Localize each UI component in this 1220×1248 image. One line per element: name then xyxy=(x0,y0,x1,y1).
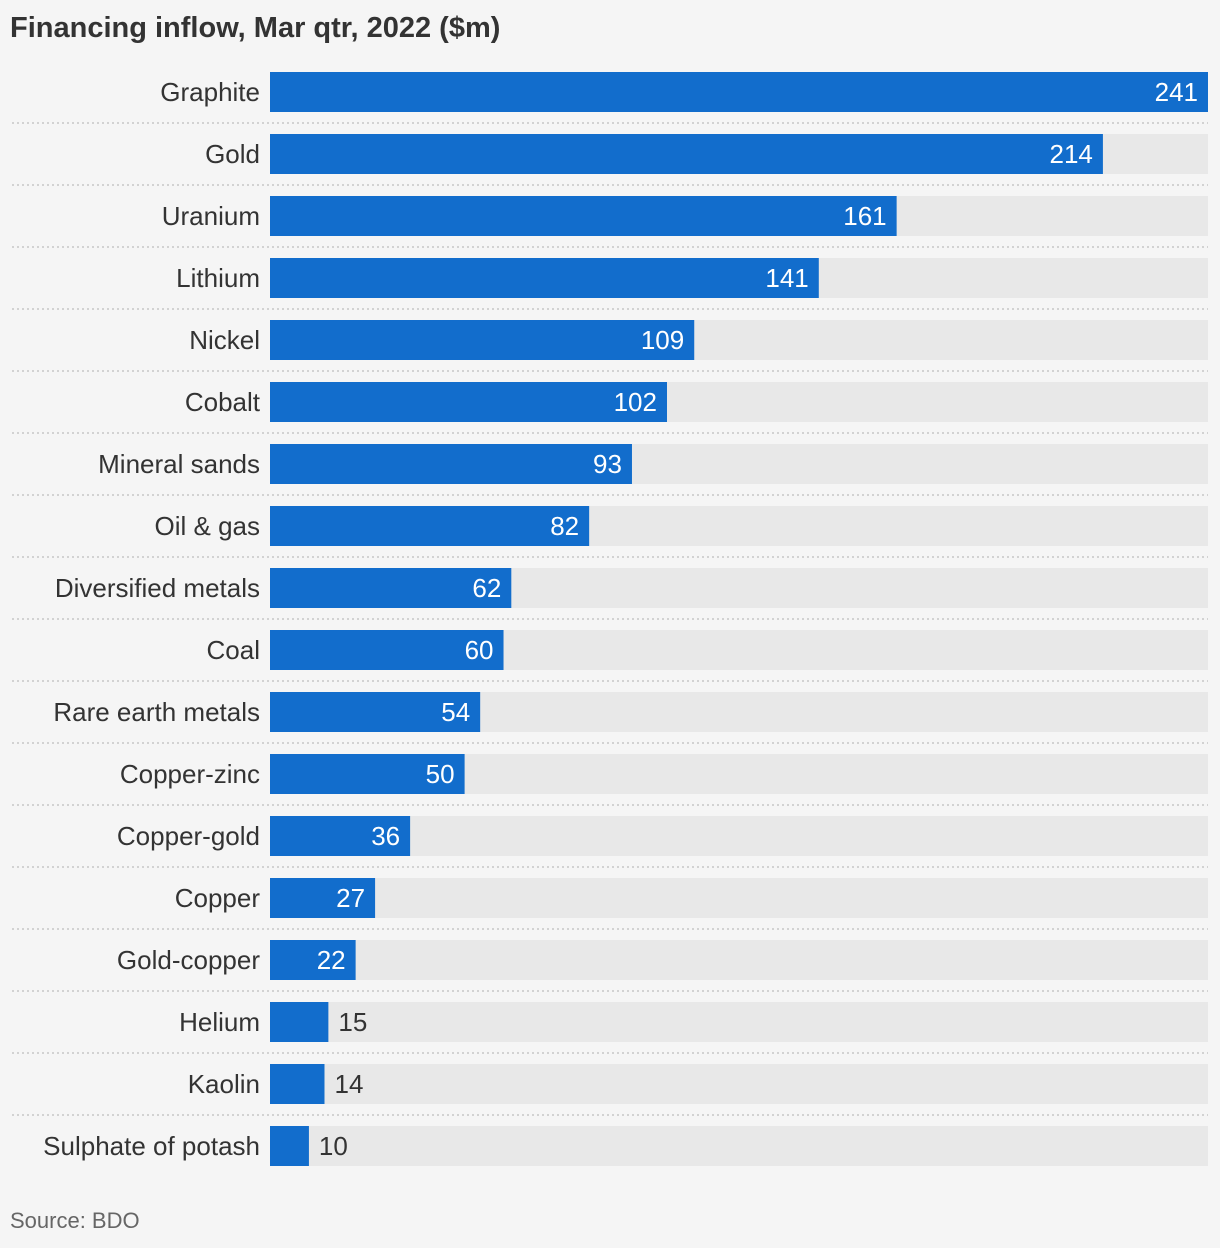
bar xyxy=(270,940,356,980)
category-label: Uranium xyxy=(162,201,260,231)
category-label: Gold xyxy=(205,139,260,169)
value-label: 22 xyxy=(317,945,346,975)
category-label: Graphite xyxy=(160,77,260,107)
value-label: 54 xyxy=(441,697,470,727)
bar xyxy=(270,1002,329,1042)
bar xyxy=(270,568,512,608)
bar xyxy=(270,258,819,298)
bar xyxy=(270,878,376,918)
value-label: 10 xyxy=(319,1131,348,1161)
bar xyxy=(270,382,667,422)
category-label: Copper-gold xyxy=(117,821,260,851)
category-label: Sulphate of potash xyxy=(43,1131,260,1161)
category-label: Copper-zinc xyxy=(120,759,260,789)
value-label: 62 xyxy=(472,573,501,603)
value-label: 93 xyxy=(593,449,622,479)
bar-track xyxy=(270,940,1208,980)
value-label: 241 xyxy=(1155,77,1198,107)
value-label: 36 xyxy=(371,821,400,851)
bar xyxy=(270,134,1103,174)
bar xyxy=(270,630,504,670)
bar-track xyxy=(270,816,1208,856)
bar xyxy=(270,816,411,856)
value-label: 109 xyxy=(641,325,684,355)
value-label: 50 xyxy=(426,759,455,789)
category-label: Kaolin xyxy=(188,1069,260,1099)
bar xyxy=(270,196,897,236)
category-label: Nickel xyxy=(189,325,260,355)
bar-track xyxy=(270,878,1208,918)
category-label: Copper xyxy=(175,883,261,913)
category-label: Helium xyxy=(179,1007,260,1037)
value-label: 27 xyxy=(336,883,365,913)
chart-title: Financing inflow, Mar qtr, 2022 ($m) xyxy=(10,12,501,44)
bar-track xyxy=(270,1126,1208,1166)
bar xyxy=(270,506,590,546)
value-label: 60 xyxy=(465,635,494,665)
value-label: 161 xyxy=(843,201,886,231)
category-label: Mineral sands xyxy=(98,449,260,479)
category-label: Coal xyxy=(207,635,260,665)
bar-track xyxy=(270,1064,1208,1104)
category-label: Gold-copper xyxy=(117,945,260,975)
value-label: 82 xyxy=(550,511,579,541)
category-label: Oil & gas xyxy=(155,511,261,541)
bar xyxy=(270,692,481,732)
bar xyxy=(270,1126,309,1166)
bar xyxy=(270,1064,325,1104)
value-label: 141 xyxy=(765,263,808,293)
bar xyxy=(270,444,632,484)
bar xyxy=(270,754,465,794)
category-label: Lithium xyxy=(176,263,260,293)
category-label: Diversified metals xyxy=(55,573,260,603)
bar xyxy=(270,320,695,360)
bar xyxy=(270,72,1208,112)
value-label: 15 xyxy=(338,1007,367,1037)
category-label: Rare earth metals xyxy=(53,697,260,727)
value-label: 102 xyxy=(614,387,657,417)
category-label: Cobalt xyxy=(185,387,261,417)
chart-source: Source: BDO xyxy=(10,1208,140,1233)
value-label: 14 xyxy=(334,1069,363,1099)
bar-track xyxy=(270,1002,1208,1042)
value-label: 214 xyxy=(1050,139,1093,169)
